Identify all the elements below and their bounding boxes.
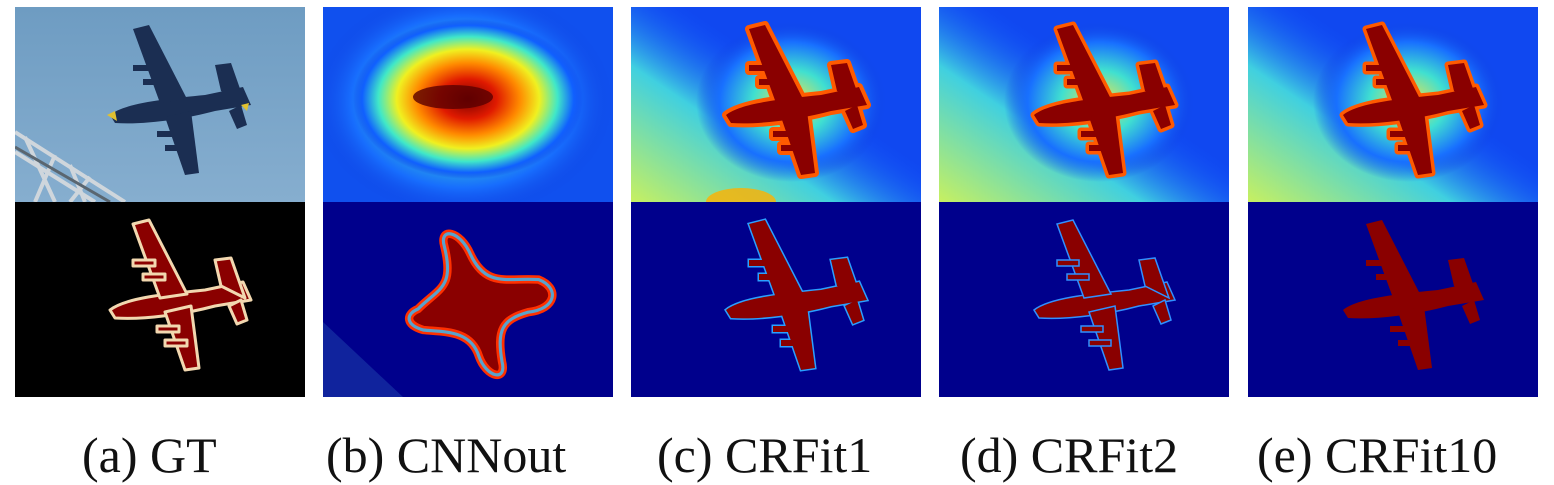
panel-gt-mask xyxy=(15,202,305,397)
panel-crfit2-heatmap xyxy=(939,7,1229,202)
panel-crfit10-prob xyxy=(1248,202,1538,397)
column-crfit10 xyxy=(1248,7,1538,397)
panel-gt-photo xyxy=(15,7,305,202)
caption-crfit10: (e) CRFit10 xyxy=(1257,427,1498,483)
panel-cnnout-prob xyxy=(323,202,613,397)
panel-crfit1-prob xyxy=(631,202,921,397)
column-crfit2 xyxy=(939,7,1229,397)
column-crfit1 xyxy=(631,7,921,397)
panel-cnnout-heatmap xyxy=(323,7,613,202)
panel-crfit1-heatmap xyxy=(631,7,921,202)
column-cnnout xyxy=(323,7,613,397)
caption-crfit2: (d) CRFit2 xyxy=(960,427,1179,483)
caption-crfit1: (c) CRFit1 xyxy=(657,427,873,483)
caption-cnnout: (b) CNNout xyxy=(326,427,567,483)
panel-crfit2-prob xyxy=(939,202,1229,397)
panel-crfit10-heatmap xyxy=(1248,7,1538,202)
column-gt xyxy=(15,7,305,397)
caption-gt: (a) GT xyxy=(82,427,217,483)
